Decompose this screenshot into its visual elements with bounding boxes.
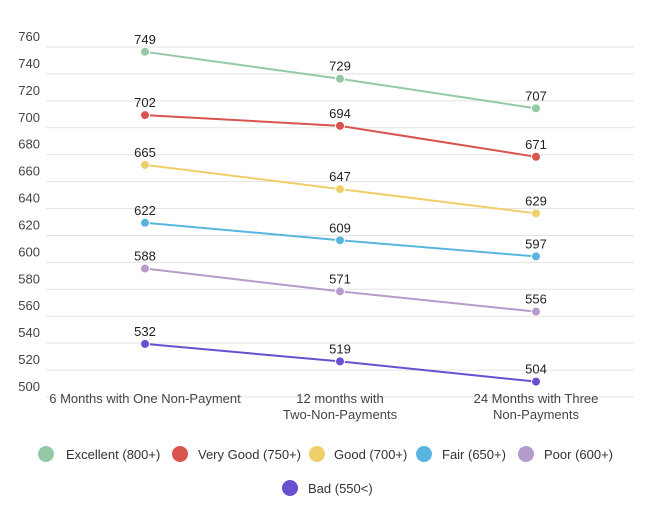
legend-swatch bbox=[309, 446, 325, 462]
data-point bbox=[531, 151, 541, 162]
y-tick-label: 680 bbox=[18, 137, 40, 152]
data-label: 571 bbox=[329, 271, 351, 286]
data-label: 665 bbox=[134, 145, 156, 160]
legend-swatch bbox=[172, 446, 188, 462]
y-tick-label: 600 bbox=[18, 244, 40, 259]
data-label: 647 bbox=[329, 169, 351, 184]
x-tick-label: Non-Payments bbox=[493, 407, 579, 422]
data-label: 588 bbox=[134, 249, 156, 264]
data-label: 504 bbox=[525, 362, 547, 377]
legend-label: Fair (650+) bbox=[442, 447, 506, 462]
data-label: 556 bbox=[525, 292, 547, 307]
data-point bbox=[335, 286, 345, 297]
y-tick-label: 520 bbox=[18, 352, 40, 367]
data-point bbox=[140, 110, 150, 121]
data-point bbox=[140, 217, 150, 228]
y-tick-label: 540 bbox=[18, 325, 40, 340]
data-point bbox=[335, 73, 345, 84]
legend-swatch bbox=[282, 480, 298, 496]
legend-swatch bbox=[38, 446, 54, 462]
x-tick-label: 12 months with bbox=[296, 391, 383, 406]
y-tick-label: 740 bbox=[18, 56, 40, 71]
y-axis-ticks: 500 520 540 560 580 600 620 640 660 680 700 720 740 7… bbox=[18, 29, 40, 394]
data-label: 519 bbox=[329, 341, 351, 356]
y-tick-label: 560 bbox=[18, 298, 40, 313]
legend-label: Good (700+) bbox=[334, 447, 407, 462]
data-label: 707 bbox=[525, 88, 547, 103]
legend-label: Poor (600+) bbox=[544, 447, 613, 462]
data-label: 702 bbox=[134, 95, 156, 110]
y-tick-label: 660 bbox=[18, 164, 40, 179]
data-point bbox=[335, 120, 345, 131]
data-point bbox=[531, 376, 541, 387]
y-tick-label: 720 bbox=[18, 83, 40, 98]
data-label: 729 bbox=[329, 59, 351, 74]
x-tick-label: 6 Months with One Non-Payment bbox=[49, 391, 241, 406]
data-point bbox=[335, 184, 345, 195]
legend-label: Very Good (750+) bbox=[198, 447, 301, 462]
data-label: 629 bbox=[525, 193, 547, 208]
legend-swatch bbox=[518, 446, 534, 462]
legend-label: Excellent (800+) bbox=[66, 447, 160, 462]
data-point bbox=[531, 103, 541, 114]
data-point bbox=[140, 263, 150, 274]
data-point bbox=[140, 46, 150, 57]
data-point bbox=[335, 235, 345, 246]
data-point bbox=[140, 338, 150, 349]
y-tick-label: 640 bbox=[18, 191, 40, 206]
data-label: 597 bbox=[525, 236, 547, 251]
data-label: 749 bbox=[134, 32, 156, 47]
data-point bbox=[140, 159, 150, 170]
legend-swatch bbox=[416, 446, 432, 462]
data-point bbox=[531, 251, 541, 262]
data-label: 622 bbox=[134, 203, 156, 218]
x-tick-label: Two-Non-Payments bbox=[283, 407, 398, 422]
data-point bbox=[531, 208, 541, 219]
data-point bbox=[531, 306, 541, 317]
x-tick-label: 24 Months with Three bbox=[474, 391, 599, 406]
data-label: 694 bbox=[329, 106, 351, 121]
legend-label: Bad (550<) bbox=[308, 481, 373, 496]
y-tick-label: 700 bbox=[18, 110, 40, 125]
data-label: 532 bbox=[134, 324, 156, 339]
y-tick-label: 580 bbox=[18, 271, 40, 286]
y-tick-label: 760 bbox=[18, 29, 40, 44]
data-point bbox=[335, 356, 345, 367]
data-label: 609 bbox=[329, 220, 351, 235]
series-lines bbox=[140, 46, 541, 387]
data-labels: 749 729 707 702 694 671 665 647 629 622 609 597 588 5… bbox=[134, 32, 547, 377]
data-label: 671 bbox=[525, 137, 547, 152]
legend: Excellent (800+) Very Good (750+) Good (70… bbox=[38, 446, 613, 496]
y-tick-label: 500 bbox=[18, 379, 40, 394]
y-tick-label: 620 bbox=[18, 217, 40, 232]
x-axis-labels: 6 Months with One Non-Payment 12 months w… bbox=[49, 391, 598, 422]
